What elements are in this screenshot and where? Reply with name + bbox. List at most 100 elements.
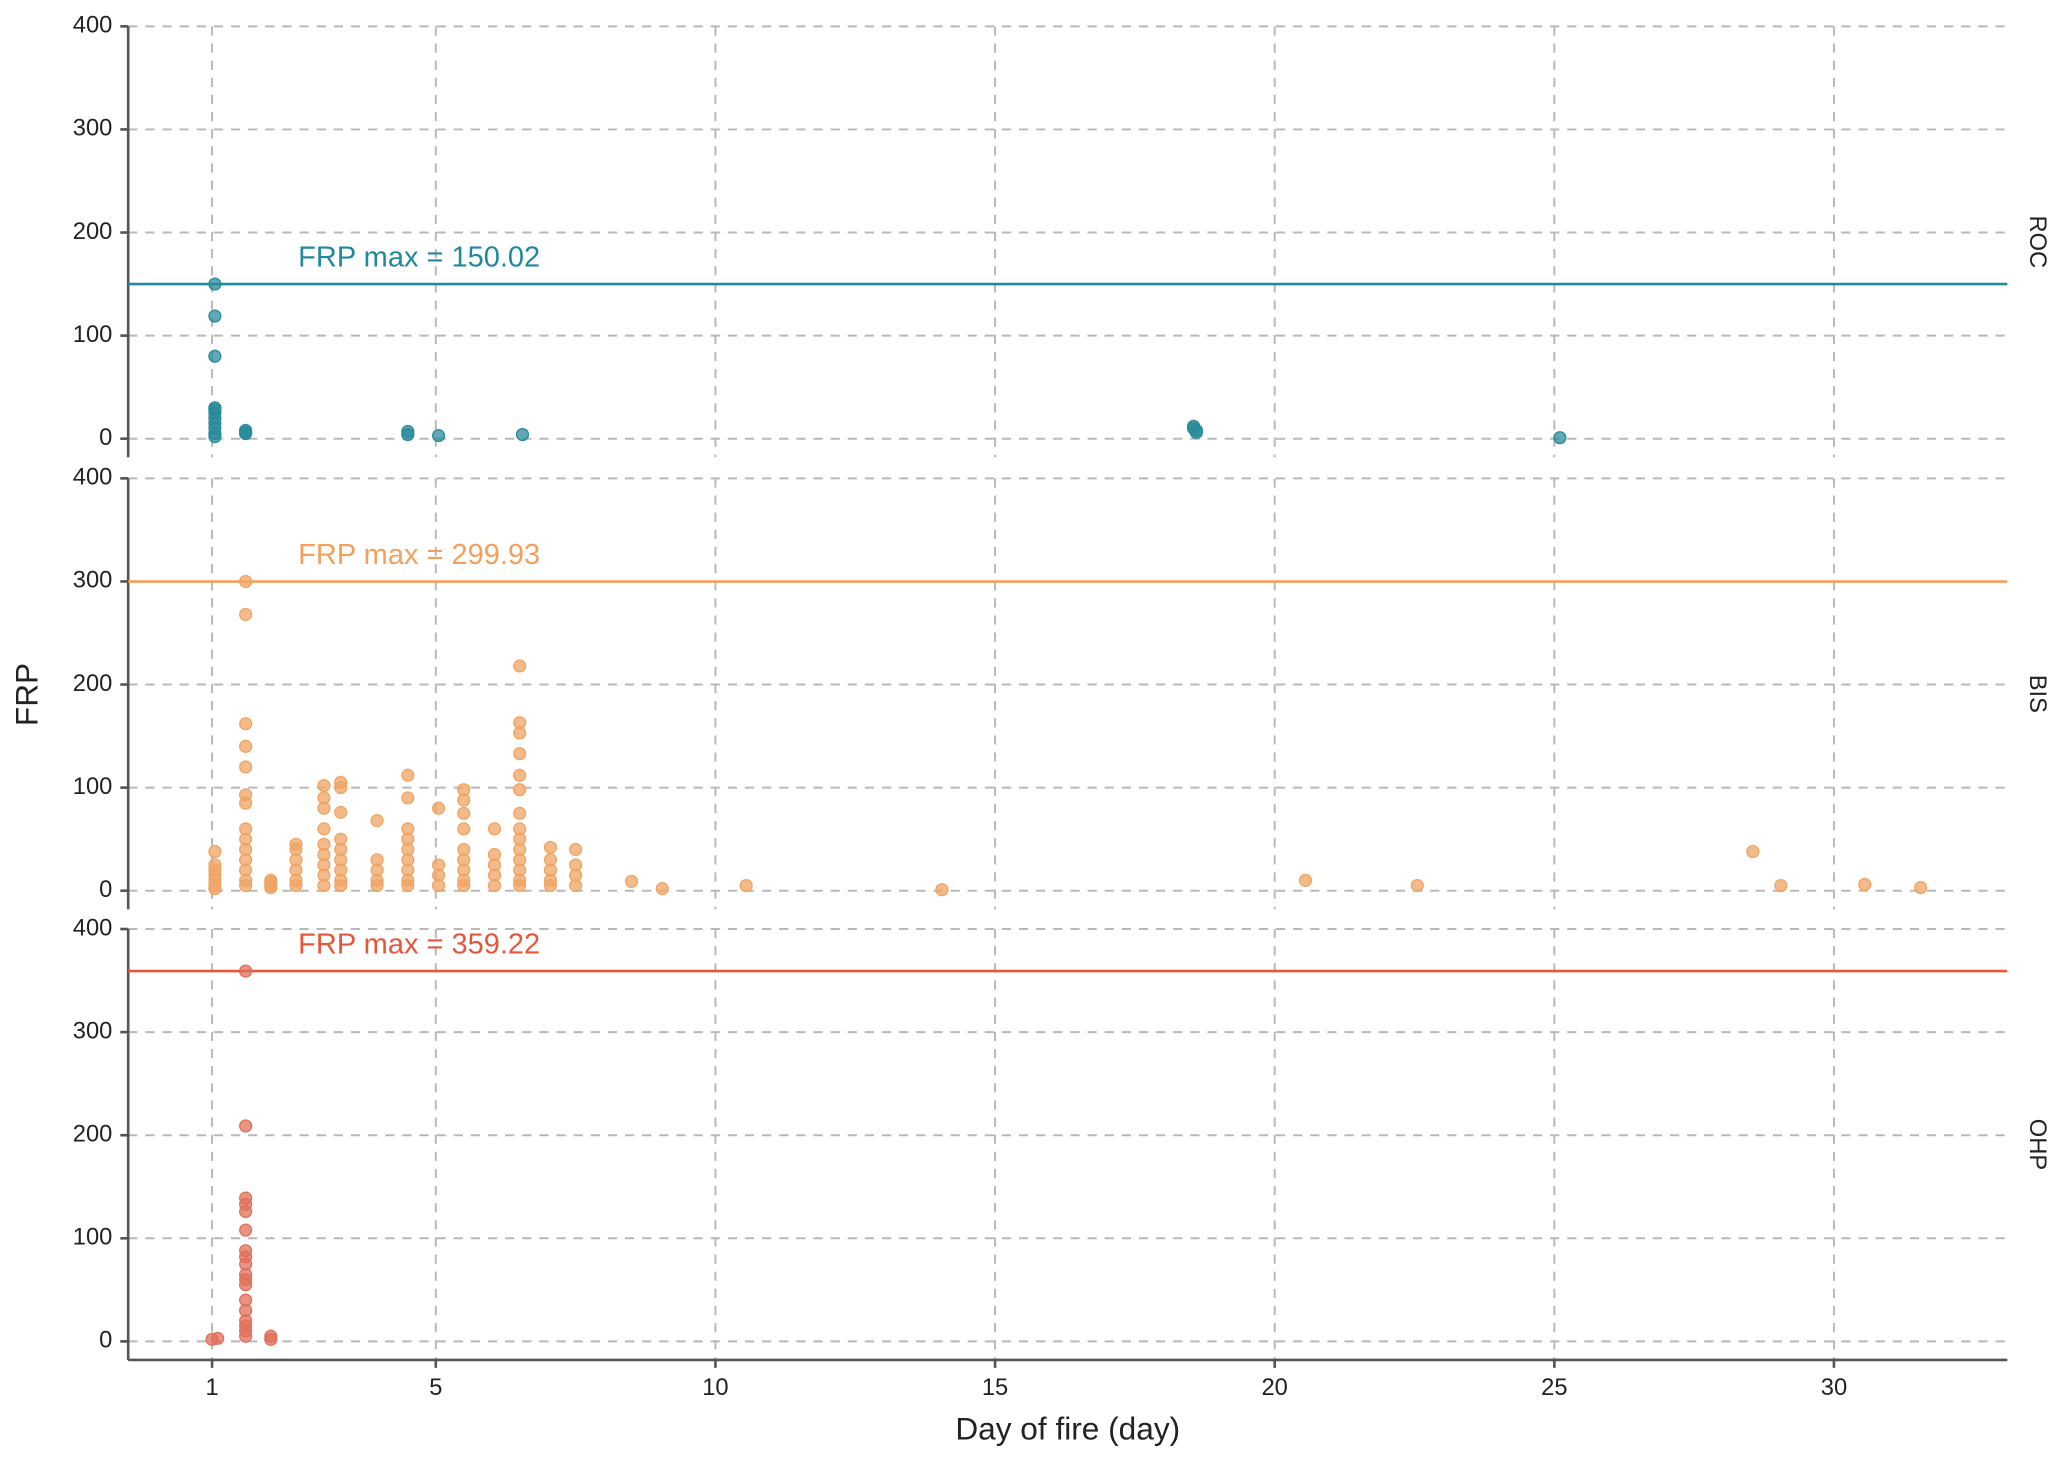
point xyxy=(370,878,384,893)
y-tick-label: 400 xyxy=(73,13,113,39)
point xyxy=(239,1278,253,1292)
y-tick-label: 0 xyxy=(99,1328,112,1354)
point xyxy=(457,878,471,893)
point xyxy=(457,806,471,820)
point xyxy=(401,427,415,442)
point xyxy=(457,822,471,836)
point xyxy=(208,844,222,859)
point xyxy=(431,801,446,815)
y-tick-label: 0 xyxy=(99,877,112,903)
y-tick-label: 400 xyxy=(73,915,113,941)
point xyxy=(431,429,446,443)
point xyxy=(208,277,222,291)
point xyxy=(739,878,753,893)
y-tick-label: 300 xyxy=(73,568,113,594)
point xyxy=(513,783,527,797)
point xyxy=(487,878,502,893)
point xyxy=(264,1332,278,1346)
max-annotation: FRP max = 150.02 xyxy=(298,242,540,274)
point xyxy=(543,840,558,854)
point xyxy=(239,760,253,774)
point xyxy=(515,427,530,442)
point xyxy=(401,791,415,805)
facet-label: BIS xyxy=(2024,675,2050,713)
point xyxy=(334,805,348,819)
x-tick-label: 10 xyxy=(702,1375,728,1401)
x-axis-title: Day of fire (day) xyxy=(955,1410,1180,1446)
point xyxy=(513,878,527,893)
point xyxy=(239,1204,253,1219)
y-tick-label: 0 xyxy=(99,425,112,451)
point xyxy=(239,739,253,753)
point xyxy=(239,878,253,893)
y-tick-label: 100 xyxy=(73,774,113,800)
point xyxy=(1746,844,1760,859)
x-tick-label: 20 xyxy=(1262,1375,1288,1401)
point xyxy=(239,1119,253,1133)
point xyxy=(211,1331,225,1345)
point xyxy=(334,878,348,893)
y-tick-label: 300 xyxy=(73,116,113,142)
point xyxy=(487,822,502,836)
point xyxy=(935,883,949,897)
point xyxy=(1410,878,1424,893)
max-annotation: FRP max = 299.93 xyxy=(298,539,540,571)
point xyxy=(569,842,583,857)
y-tick-label: 400 xyxy=(73,465,113,491)
point xyxy=(457,793,471,807)
point xyxy=(239,964,253,978)
point xyxy=(208,430,222,444)
y-tick-label: 100 xyxy=(73,1225,113,1251)
point xyxy=(317,801,331,815)
point xyxy=(1914,881,1928,895)
point xyxy=(239,1329,253,1343)
point xyxy=(239,796,253,810)
x-tick-label: 5 xyxy=(429,1375,442,1401)
x-tick-label: 15 xyxy=(982,1375,1008,1401)
point xyxy=(624,874,639,889)
point xyxy=(239,1223,253,1237)
point xyxy=(401,878,415,893)
point xyxy=(208,882,222,896)
point xyxy=(317,778,331,793)
point xyxy=(239,607,253,622)
point xyxy=(239,717,253,731)
facet-label: ROC xyxy=(2024,215,2050,268)
point xyxy=(208,309,222,323)
point xyxy=(1298,873,1313,887)
point xyxy=(513,768,527,782)
y-tick-label: 200 xyxy=(73,219,113,245)
point xyxy=(401,768,415,782)
y-tick-label: 300 xyxy=(73,1018,113,1044)
x-tick-label: 1 xyxy=(205,1375,218,1401)
point xyxy=(513,806,527,820)
point xyxy=(431,878,446,893)
facet-label: OHP xyxy=(2024,1119,2050,1170)
y-tick-label: 200 xyxy=(73,1121,113,1147)
point xyxy=(239,574,253,589)
point xyxy=(317,822,331,836)
y-tick-label: 100 xyxy=(73,322,113,348)
max-annotation: FRP max = 359.22 xyxy=(298,929,540,961)
point xyxy=(1774,878,1788,893)
point xyxy=(317,878,331,893)
point xyxy=(1858,877,1872,892)
point xyxy=(289,878,303,893)
point xyxy=(543,878,558,893)
point xyxy=(513,726,527,740)
point xyxy=(370,814,384,828)
y-axis-title: FRP xyxy=(9,663,45,726)
x-tick-label: 30 xyxy=(1821,1375,1847,1401)
point xyxy=(569,878,583,893)
point xyxy=(1189,425,1203,440)
point xyxy=(208,349,222,363)
point xyxy=(264,881,278,895)
point xyxy=(513,747,527,761)
x-tick-label: 25 xyxy=(1541,1375,1567,1401)
point xyxy=(513,659,527,673)
point xyxy=(1553,431,1567,445)
point xyxy=(239,426,253,441)
point xyxy=(334,781,348,795)
point xyxy=(655,882,669,896)
